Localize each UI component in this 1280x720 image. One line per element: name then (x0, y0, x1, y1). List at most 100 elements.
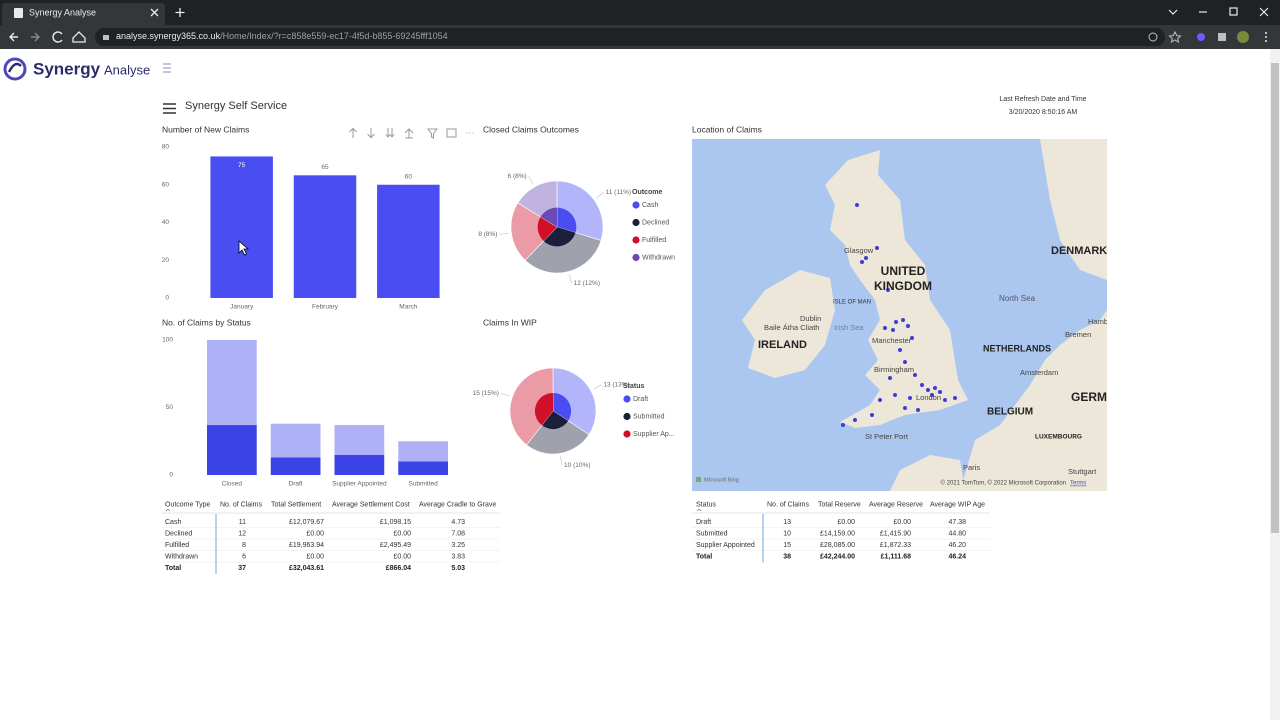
new-tab[interactable] (175, 8, 185, 17)
logo-mark (3, 57, 27, 81)
visual-toolbar (349, 127, 457, 139)
y-tick-label: 100 (162, 337, 173, 344)
data-label: 10 (10%) (564, 462, 590, 469)
report-menu[interactable] (163, 103, 176, 114)
map-pins (841, 203, 957, 427)
share-icon[interactable] (1148, 32, 1158, 42)
expand-next[interactable] (404, 128, 414, 139)
logo-swoosh (7, 62, 22, 73)
bar (210, 156, 273, 298)
map-pin (938, 390, 942, 394)
column-header: No. of Claims (767, 501, 810, 508)
expand-all[interactable] (385, 128, 395, 138)
tab-strip (0, 0, 1280, 25)
table-cell: £19,963.94 (289, 542, 324, 549)
more-options[interactable]: ··· (466, 127, 475, 137)
logo-text: Synergy (33, 59, 101, 78)
map-label: BELGIUM (987, 407, 1033, 418)
drill-up[interactable] (349, 127, 357, 139)
tab-close[interactable] (150, 8, 159, 17)
table-cell: 12 (238, 530, 246, 537)
table-cell: £0.00 (306, 530, 324, 537)
table-total: 5.03 (451, 565, 465, 572)
x-tick-label: Submitted (408, 481, 438, 488)
map-pin (906, 324, 910, 328)
table-cell: £14,159.00 (820, 530, 855, 537)
map-title: Location of Claims (692, 124, 762, 134)
forward[interactable] (31, 32, 40, 42)
map-pin (898, 348, 902, 352)
app-menu[interactable] (163, 63, 171, 73)
map-label: UNITED (881, 264, 926, 278)
table-cell: 44.80 (948, 530, 966, 537)
map-pin (901, 318, 905, 322)
map-label: Bremen (1065, 330, 1091, 339)
bookmark[interactable] (1168, 30, 1182, 43)
table-total: Total (696, 553, 712, 560)
map-label: GERM (1071, 390, 1107, 404)
map-label: Hamb (1088, 317, 1108, 326)
table-cell: 10 (783, 530, 791, 537)
map-label: DENMARK (1051, 245, 1107, 257)
menu-dot[interactable] (1265, 32, 1267, 34)
pie-slice-inner (543, 227, 576, 247)
reload[interactable] (52, 31, 63, 43)
focus-mode[interactable] (446, 128, 457, 138)
map-pin (916, 408, 920, 412)
legend-swatch (632, 201, 640, 209)
bar-segment (270, 457, 321, 475)
legend-label: Submitted (633, 413, 665, 420)
data-label: 11 (11%) (606, 189, 631, 196)
extension[interactable] (1197, 33, 1205, 41)
table-cell: £1,415.90 (880, 530, 911, 537)
report-title: Synergy Self Service (185, 100, 287, 112)
table-cell: £1,872.33 (880, 542, 911, 549)
x-tick-label: February (312, 304, 339, 311)
chart-title: Claims In WIP (483, 317, 537, 327)
x-tick-label: Supplier Appointed (332, 481, 387, 488)
leader-line (593, 384, 602, 390)
column-header: Average Reserve (869, 501, 923, 508)
tab-search[interactable] (1168, 9, 1178, 15)
tab[interactable] (2, 3, 165, 25)
data-label: 6 (8%) (508, 173, 527, 180)
profile[interactable] (1237, 31, 1249, 43)
leader-line (596, 192, 604, 199)
restore[interactable] (1229, 7, 1238, 16)
drill-down[interactable] (367, 128, 375, 139)
table-total: £866.04 (386, 565, 411, 572)
table-cell: 47.38 (948, 519, 966, 526)
y-tick-label: 20 (162, 257, 170, 264)
map-terms[interactable]: Terms (1070, 481, 1086, 487)
filter[interactable] (426, 128, 439, 139)
map[interactable]: DENMARK UNITED KINGDOM North Sea IRELAND… (692, 139, 1108, 491)
table-cell: Fulfilled (165, 542, 189, 549)
legend-label: Declined (642, 219, 669, 226)
pie-slice (510, 202, 558, 261)
back[interactable] (9, 32, 18, 42)
sort-indicator (696, 508, 702, 512)
column-header: No. of Claims (220, 501, 263, 508)
table-total: 46.24 (948, 553, 966, 560)
map-label: Amsterdam (1020, 368, 1058, 377)
legend-title: Outcome (632, 189, 662, 196)
y-tick-label: 0 (165, 295, 169, 302)
data-label: 65 (321, 164, 329, 171)
map-pin (903, 406, 907, 410)
table-cell: 7.08 (451, 530, 465, 537)
home[interactable] (72, 31, 86, 43)
omnibox[interactable] (95, 28, 1165, 46)
close-window[interactable] (1259, 7, 1269, 17)
extensions[interactable] (1218, 33, 1226, 41)
table-cell: £0.00 (837, 519, 855, 526)
table-cell: 3.83 (451, 553, 465, 560)
legend-swatch (623, 430, 631, 438)
map-attribution: Microsoft Bing (704, 477, 739, 483)
menu-dot (1265, 36, 1267, 38)
scroll-thumb[interactable] (1271, 63, 1279, 533)
column-header: Average Settlement Cost (332, 501, 410, 508)
data-label: 75 (238, 162, 246, 169)
chart-title: Number of New Claims (162, 124, 249, 134)
map-pin (864, 256, 868, 260)
map-pin (893, 393, 897, 397)
